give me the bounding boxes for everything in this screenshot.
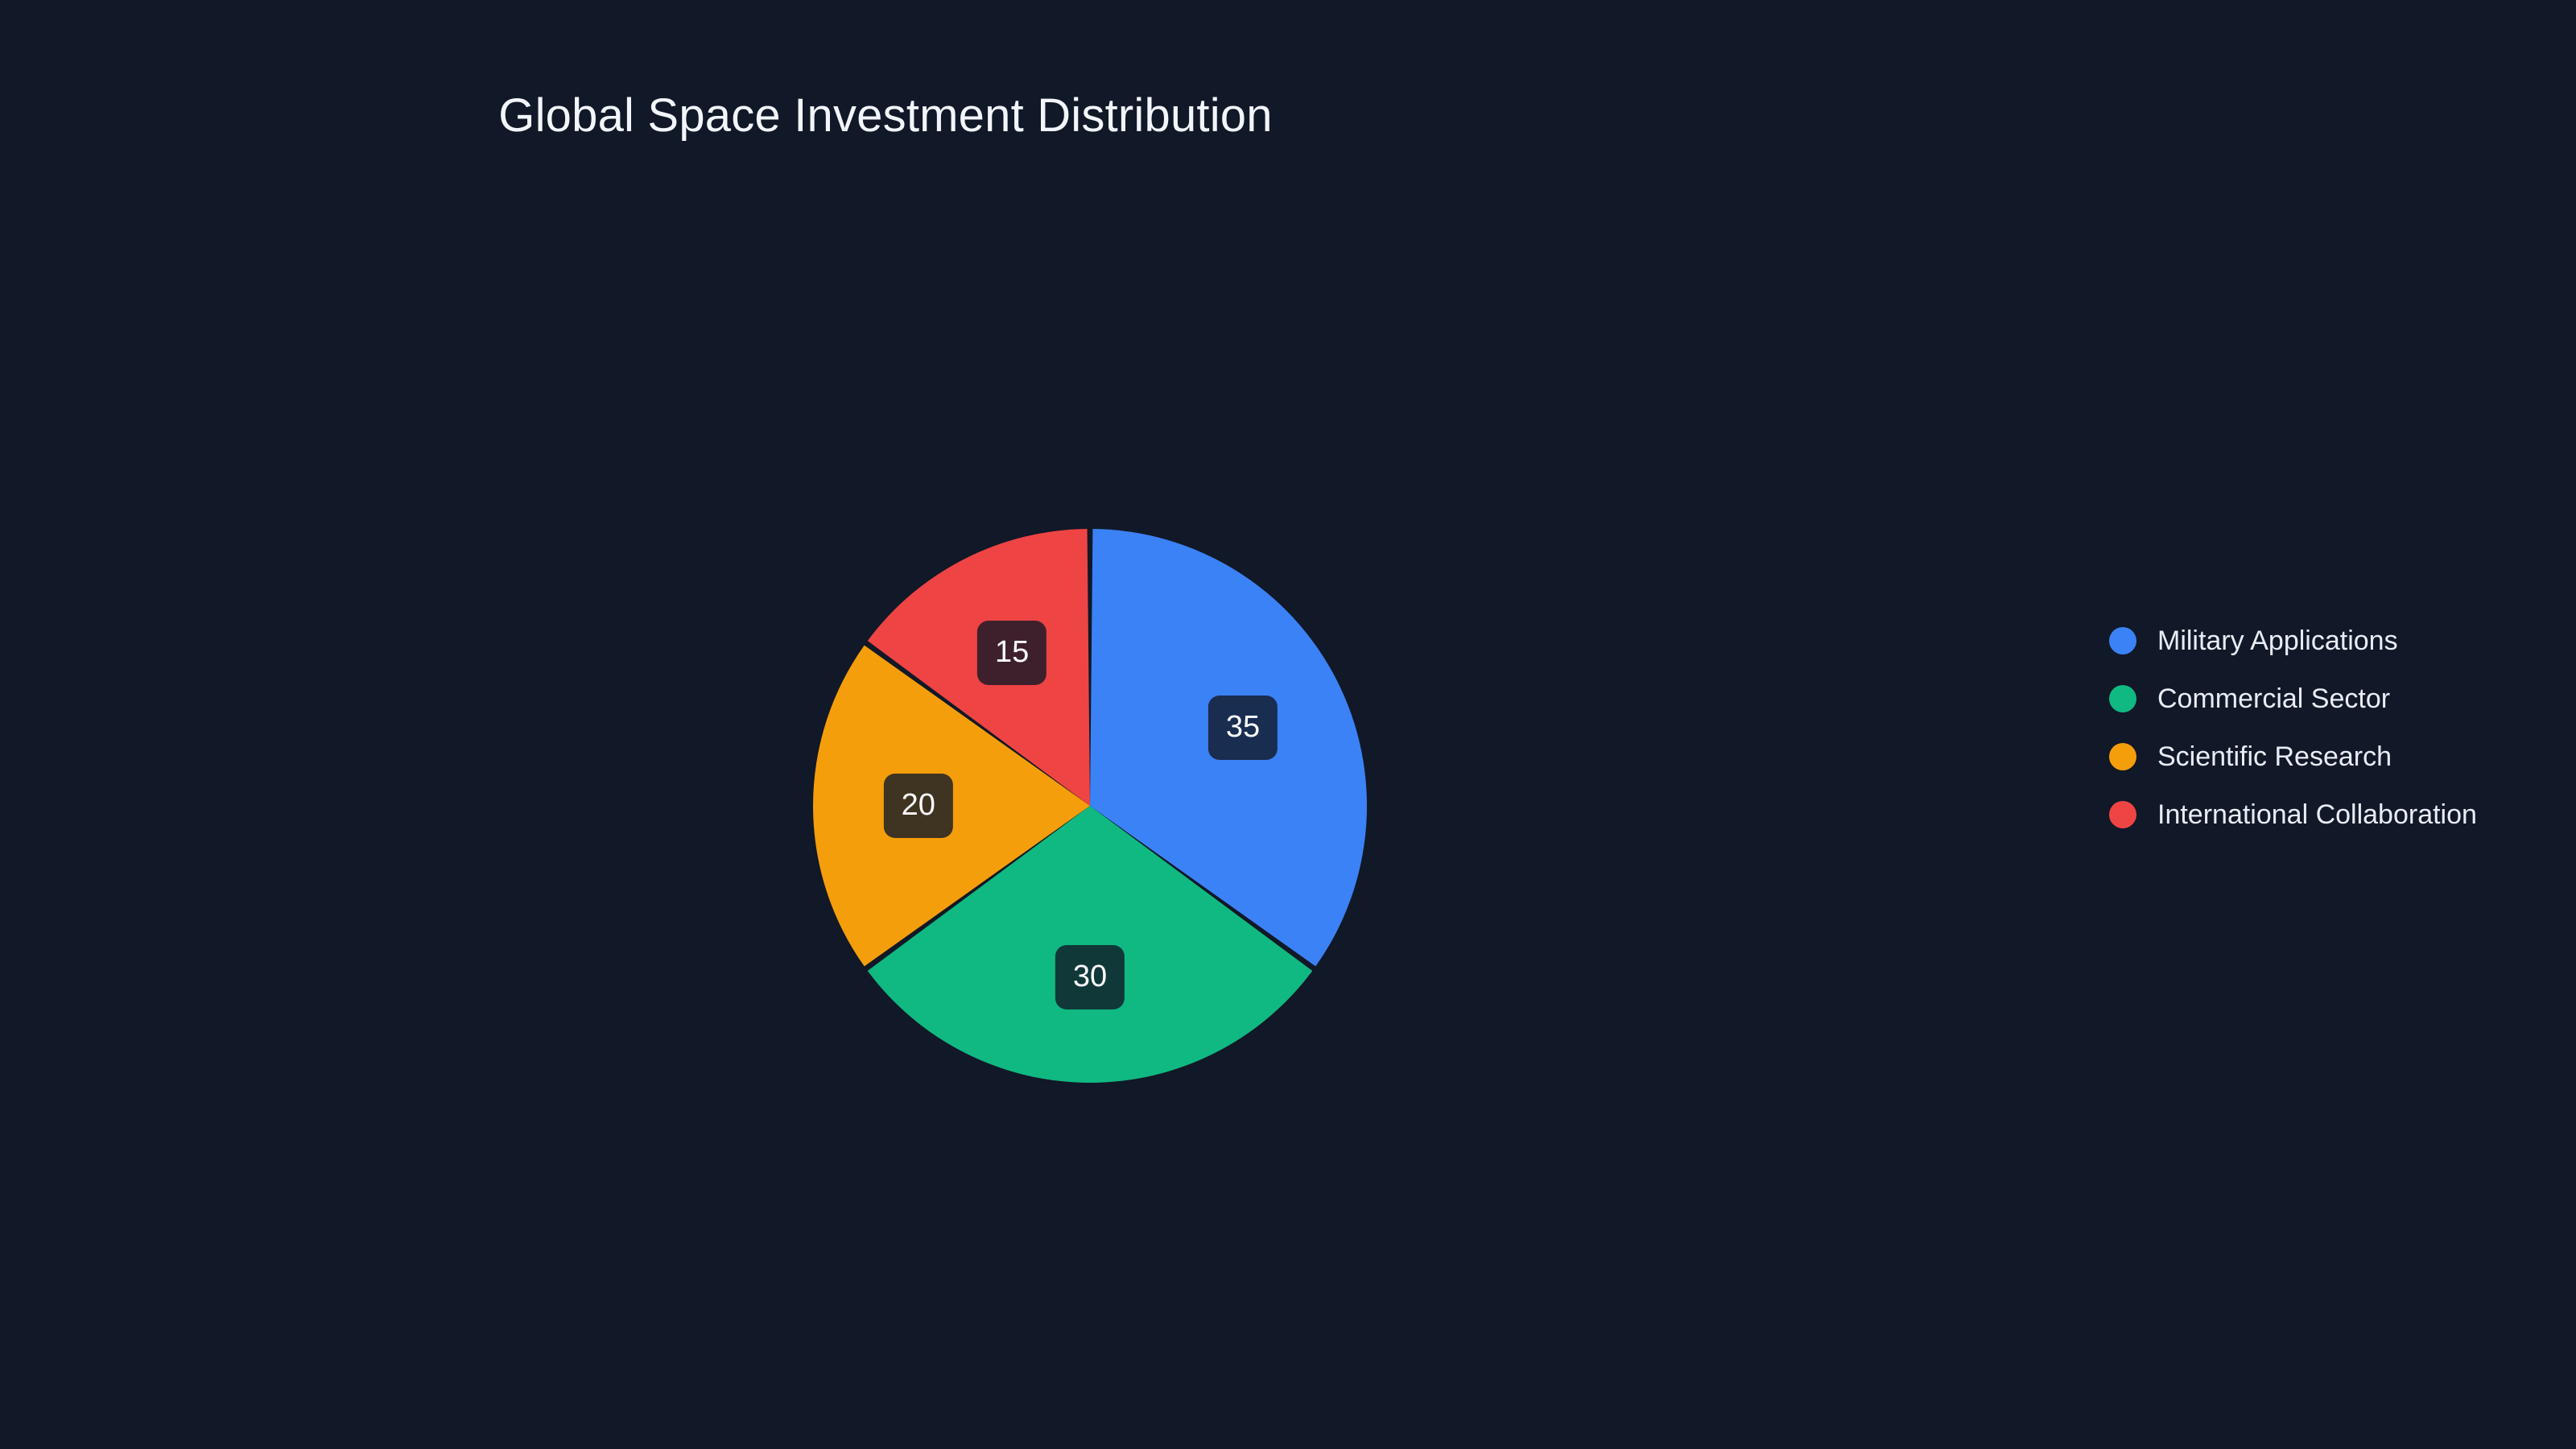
legend-item-label: Scientific Research: [2157, 741, 2392, 772]
legend-item[interactable]: International Collaboration: [2109, 786, 2544, 844]
legend-swatch-icon: [2109, 743, 2136, 770]
slice-data-label: 20: [883, 774, 953, 838]
legend-item-label: Military Applications: [2157, 625, 2398, 656]
slice-data-label: 30: [1055, 945, 1125, 1010]
legend-item[interactable]: Commercial Sector: [2109, 670, 2544, 728]
legend-swatch-icon: [2109, 685, 2136, 712]
page-title: Global Space Investment Distribution: [498, 89, 1273, 142]
legend-swatch-icon: [2109, 801, 2136, 828]
legend-item[interactable]: Scientific Research: [2109, 728, 2544, 786]
legend-item[interactable]: Military Applications: [2109, 612, 2544, 670]
legend: Military Applications Commercial Sector Sc…: [2109, 612, 2544, 844]
legend-item-label: Commercial Sector: [2157, 683, 2391, 714]
slice-data-label: 15: [977, 620, 1047, 685]
slice-data-label: 35: [1208, 696, 1278, 761]
legend-swatch-icon: [2109, 627, 2136, 654]
pie-slice[interactable]: [867, 806, 1313, 1083]
legend-item-label: International Collaboration: [2157, 799, 2477, 830]
